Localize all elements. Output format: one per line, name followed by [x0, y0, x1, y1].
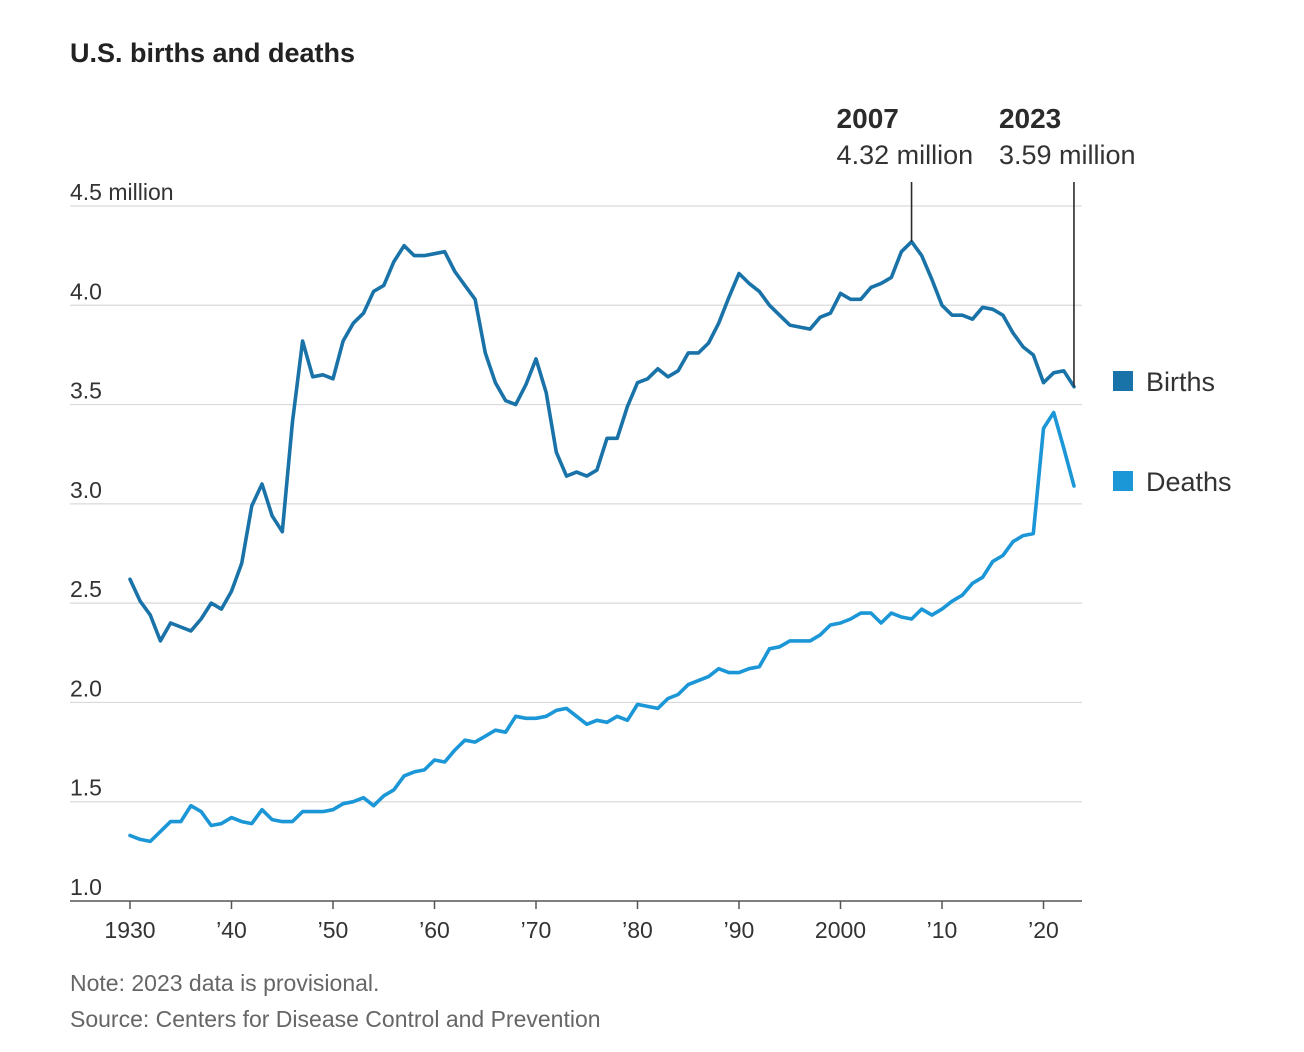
- y-tick-label: 1.0: [70, 874, 102, 900]
- x-tick-label: ’50: [318, 917, 349, 943]
- annotation-year: 2023: [999, 103, 1061, 134]
- legend-label-births: Births: [1146, 367, 1215, 397]
- legend-label-deaths: Deaths: [1146, 467, 1232, 497]
- legend-swatch-deaths: [1113, 471, 1133, 491]
- x-tick-label: ’60: [419, 917, 450, 943]
- x-tick-label: ’70: [521, 917, 552, 943]
- annotation-value: 3.59 million: [999, 140, 1136, 170]
- source-text: Source: Centers for Disease Control and …: [70, 1006, 601, 1032]
- y-tick-label: 4.0: [70, 278, 102, 304]
- y-tick-label: 1.5: [70, 775, 102, 801]
- x-tick-label: 1930: [104, 917, 155, 943]
- annotation-value: 4.32 million: [837, 140, 974, 170]
- y-tick-label: 3.0: [70, 477, 102, 503]
- series-line-deaths: [128, 410, 1076, 844]
- x-tick-label: ’90: [724, 917, 755, 943]
- y-tick-label: 2.0: [70, 675, 102, 701]
- chart-title: U.S. births and deaths: [70, 38, 356, 68]
- series-line-births: [128, 239, 1076, 643]
- x-tick-label: 2000: [815, 917, 866, 943]
- x-tick-label: ’80: [622, 917, 653, 943]
- y-tick-label: 3.5: [70, 378, 102, 404]
- x-tick-label: ’10: [927, 917, 958, 943]
- legend-swatch-births: [1113, 371, 1133, 391]
- y-tick-label: 2.5: [70, 576, 102, 602]
- annotation-year: 2007: [837, 103, 899, 134]
- note-text: Note: 2023 data is provisional.: [70, 970, 380, 996]
- x-tick-label: ’40: [216, 917, 247, 943]
- y-tick-label: 4.5 million: [70, 179, 174, 205]
- x-tick-label: ’20: [1028, 917, 1059, 943]
